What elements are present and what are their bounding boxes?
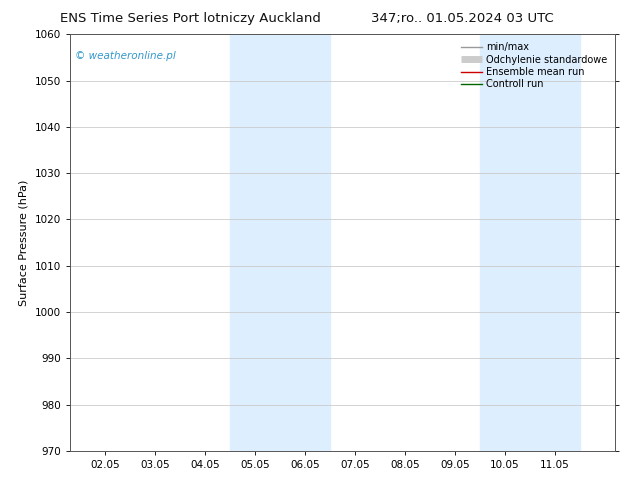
Y-axis label: Surface Pressure (hPa): Surface Pressure (hPa) <box>19 179 29 306</box>
Text: ENS Time Series Port lotniczy Auckland: ENS Time Series Port lotniczy Auckland <box>60 12 321 25</box>
Text: 347;ro.. 01.05.2024 03 UTC: 347;ro.. 01.05.2024 03 UTC <box>372 12 554 25</box>
Bar <box>480 34 580 451</box>
Bar <box>230 34 330 451</box>
Text: © weatheronline.pl: © weatheronline.pl <box>75 51 176 61</box>
Legend: min/max, Odchylenie standardowe, Ensemble mean run, Controll run: min/max, Odchylenie standardowe, Ensembl… <box>458 39 610 92</box>
